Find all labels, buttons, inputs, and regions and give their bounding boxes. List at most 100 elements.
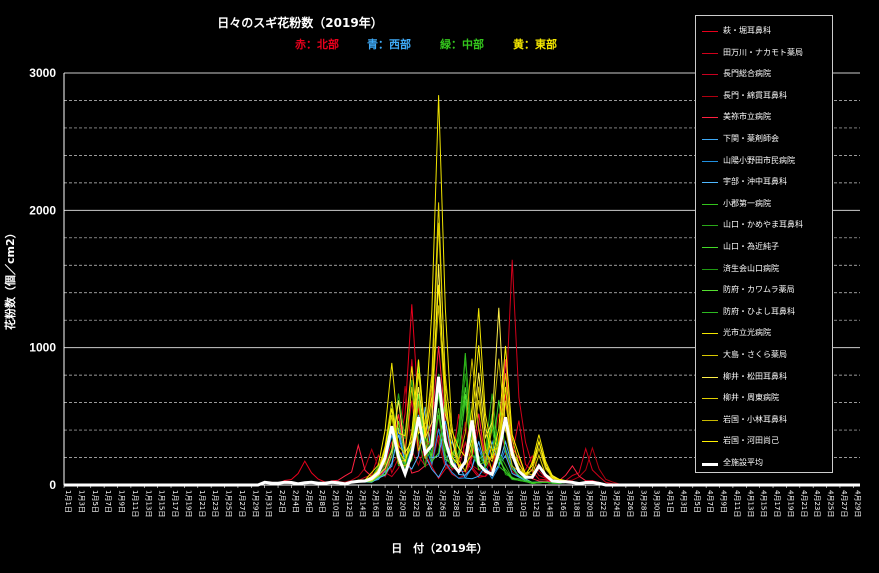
legend-swatch [702, 203, 718, 205]
legend-swatch [702, 333, 718, 335]
x-tick-label: 3月30日 [653, 490, 661, 517]
legend-label: 山陽小野田市民病院 [723, 155, 795, 165]
legend-swatch [702, 95, 718, 97]
x-tick-label: 2月20日 [398, 490, 406, 517]
x-tick-label: 3月24日 [613, 490, 621, 517]
legend-swatch [702, 419, 718, 421]
legend-label: 全施設平均 [723, 458, 763, 467]
x-tick-label: 4月11日 [733, 490, 741, 517]
x-tick-label: 3月20日 [586, 490, 594, 517]
legend-item: 萩・堀耳鼻科 [696, 24, 832, 40]
legend-item: 光市立光病院 [696, 326, 832, 342]
x-tick-label: 2月12日 [345, 490, 353, 517]
legend-item: 田万川・ナカモト薬局 [696, 46, 832, 62]
legend-item: 美祢市立病院 [696, 110, 832, 126]
legend-swatch [702, 441, 718, 443]
region-key-north: 赤：北部 [295, 38, 339, 51]
legend-item: 全施設平均 [696, 456, 832, 472]
x-tick-label: 2月22日 [412, 490, 420, 517]
legend-swatch [702, 355, 718, 356]
x-tick-label: 3月26日 [626, 490, 634, 517]
legend-label: 済生会山口病院 [723, 263, 779, 273]
y-tick-label: 3000 [29, 66, 56, 80]
legend-swatch [702, 268, 718, 270]
legend-item: 柳井・松田耳鼻科 [696, 370, 832, 386]
legend-item: 下関・薬剤師会 [696, 132, 832, 148]
legend-label: 萩・堀耳鼻科 [723, 26, 771, 35]
legend-label: 大島・さくら薬局 [723, 350, 787, 359]
y-axis-label: 花粉数（個／cm2） [4, 227, 17, 330]
legend-swatch [702, 463, 718, 466]
x-tick-label: 3月18日 [572, 490, 580, 517]
x-tick-label: 4月3日 [679, 490, 687, 513]
x-tick-label: 1月25日 [225, 490, 233, 517]
x-tick-label: 1月27日 [238, 490, 246, 517]
x-tick-label: 2月28日 [452, 490, 460, 517]
legend-swatch [702, 225, 718, 227]
x-tick-label: 3月8日 [505, 490, 513, 513]
x-tick-label: 1月3日 [77, 490, 85, 513]
chart-title: 日々のスギ花粉数（2019年） [217, 16, 383, 30]
legend-swatch [702, 311, 718, 313]
x-tick-label: 1月29日 [251, 490, 259, 517]
legend-swatch [702, 139, 718, 140]
x-tick-label: 4月23日 [813, 490, 821, 517]
x-tick-label: 3月22日 [599, 490, 607, 517]
x-tick-label: 2月24日 [425, 490, 433, 517]
legend-item: 小郡第一病院 [696, 197, 832, 213]
legend-label: 下関・薬剤師会 [723, 134, 779, 143]
legend-label: 防府・ひよし耳鼻科 [723, 306, 795, 316]
legend-label: 岩国・河田尚己 [723, 436, 779, 446]
legend-item: 山口・かめやま耳鼻科 [696, 218, 832, 234]
x-tick-label: 2月8日 [318, 490, 326, 513]
legend-item: 岩国・小林耳鼻科 [696, 413, 832, 429]
x-tick-label: 4月17日 [773, 490, 781, 517]
x-tick-label: 1月15日 [158, 490, 166, 517]
legend-swatch [702, 117, 718, 119]
x-tick-label: 3月28日 [639, 490, 647, 517]
y-tick-label: 2000 [29, 203, 56, 217]
legend-item: 柳井・周東病院 [696, 391, 832, 407]
x-tick-label: 3月10日 [519, 490, 527, 517]
legend-item: 山口・為近純子 [696, 240, 832, 256]
x-tick-label: 1月7日 [104, 490, 112, 513]
y-tick-label: 0 [49, 478, 56, 492]
region-key-central: 緑：中部 [440, 38, 484, 51]
legend-item: 済生会山口病院 [696, 262, 832, 278]
legend-label: 田万川・ナカモト薬局 [723, 47, 803, 57]
x-tick-label: 4月1日 [666, 490, 674, 513]
x-tick-label: 1月11日 [131, 490, 139, 517]
legend-label: 宇部・沖中耳鼻科 [723, 177, 787, 187]
legend-swatch [702, 290, 718, 292]
x-tick-label: 2月18日 [385, 490, 393, 517]
x-tick-label: 1月5日 [91, 490, 99, 513]
legend-swatch [702, 398, 718, 400]
x-tick-label: 1月31日 [265, 490, 273, 517]
x-tick-label: 2月16日 [372, 490, 380, 517]
x-tick-label: 3月12日 [532, 490, 540, 517]
legend-swatch [702, 31, 718, 32]
legend-item: 長門総合病院 [696, 67, 832, 83]
x-tick-label: 4月21日 [800, 490, 808, 517]
x-tick-label: 1月17日 [171, 490, 179, 517]
legend-label: 岩国・小林耳鼻科 [723, 414, 787, 424]
legend-label: 美祢市立病院 [723, 112, 771, 122]
x-tick-label: 4月15日 [760, 490, 768, 517]
legend-label: 山口・かめやま耳鼻科 [723, 220, 803, 230]
x-tick-label: 4月5日 [693, 490, 701, 513]
x-tick-label: 3月6日 [492, 490, 500, 513]
x-tick-label: 2月4日 [291, 490, 299, 513]
x-tick-label: 1月1日 [64, 490, 72, 513]
region-key-east: 黄：東部 [513, 38, 557, 51]
x-tick-label: 3月14日 [546, 490, 554, 517]
legend-item: 岩国・河田尚己 [696, 434, 832, 450]
legend-item: 宇部・沖中耳鼻科 [696, 175, 832, 191]
x-tick-label: 4月13日 [746, 490, 754, 517]
x-tick-label: 4月25日 [827, 490, 835, 517]
legend-label: 長門総合病院 [723, 69, 771, 79]
x-tick-label: 4月29日 [853, 490, 861, 517]
legend-label: 防府・カワムラ薬局 [723, 285, 795, 295]
legend-swatch [702, 376, 718, 378]
legend-item: 山陽小野田市民病院 [696, 154, 832, 170]
